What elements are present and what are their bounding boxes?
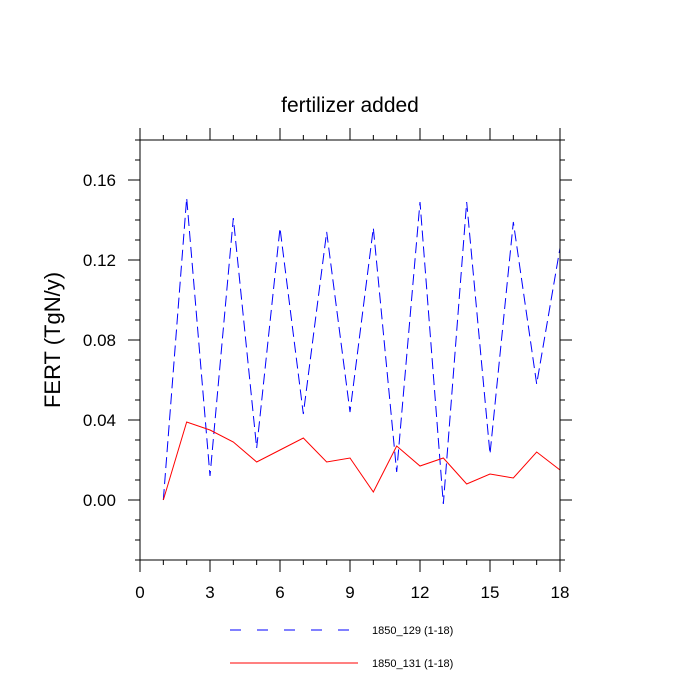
y-tick-label: 0.08 [83,331,116,350]
y-axis-label: FERT (TgN/y) [40,272,65,408]
x-tick-label: 6 [275,583,284,602]
series-lines [162,197,561,505]
y-tick-labels: 0.00 0.04 0.08 0.12 0.16 [83,171,116,510]
x-tick-label: 3 [205,583,214,602]
legend-label-2: 1850_131 (1-18) [372,658,453,670]
axis-ticks [128,128,572,572]
x-tick-label: 15 [481,583,500,602]
series-line-2 [162,421,561,501]
chart-title: fertilizer added [281,94,419,117]
y-tick-label: 0.12 [83,251,116,270]
y-tick-label: 0.04 [83,411,116,430]
legend-label-1: 1850_129 (1-18) [372,625,453,637]
x-tick-label: 0 [135,583,144,602]
y-tick-label: 0.00 [83,491,116,510]
x-tick-label: 9 [345,583,354,602]
x-tick-label: 12 [411,583,430,602]
y-tick-label: 0.16 [83,171,116,190]
series-line-1 [162,197,561,505]
plot-frame [139,139,561,561]
legend: 1850_129 (1-18) 1850_131 (1-18) [230,625,453,670]
x-tick-labels: 0 3 6 9 12 15 18 [135,583,569,602]
x-tick-label: 18 [551,583,570,602]
